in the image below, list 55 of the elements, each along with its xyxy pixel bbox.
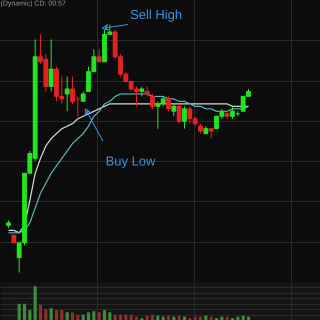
bar (108, 312, 112, 320)
bar (22, 304, 26, 320)
bar (98, 312, 101, 320)
bar (18, 304, 21, 320)
bar (76, 314, 80, 320)
bar (172, 316, 176, 320)
bar (162, 316, 165, 320)
bar (118, 314, 122, 320)
candlestick (144, 86, 150, 97)
bar (86, 312, 90, 320)
bar (198, 316, 202, 320)
bar (156, 316, 160, 320)
bar (220, 316, 224, 320)
bar (82, 314, 85, 320)
bar (226, 316, 229, 320)
bar (204, 316, 208, 320)
bar (54, 310, 58, 320)
candlestick (171, 103, 176, 117)
bar (34, 286, 37, 320)
candlestick (80, 90, 86, 102)
bar (130, 314, 133, 320)
bar (178, 316, 181, 320)
bar (44, 309, 48, 320)
bar (194, 316, 197, 320)
bar (242, 316, 245, 320)
bar (124, 314, 128, 320)
bar (210, 316, 213, 320)
candlestick (150, 93, 155, 110)
candlestick (182, 106, 187, 130)
bar (114, 314, 117, 320)
bar (66, 312, 69, 320)
candlestick (176, 103, 182, 124)
bar (150, 314, 154, 320)
bar (102, 310, 106, 320)
candlestick (198, 123, 203, 134)
bar (146, 316, 149, 320)
candlestick (166, 96, 171, 112)
bar (166, 316, 170, 320)
bar (182, 316, 186, 320)
bar (38, 304, 42, 320)
bar (60, 310, 64, 320)
text: Sell High (130, 7, 182, 22)
candlestick (64, 76, 70, 112)
bar (134, 316, 138, 320)
candlestick (48, 38, 54, 92)
candlestick (96, 48, 102, 62)
candlestick (139, 86, 144, 97)
bar (28, 310, 32, 320)
bar (70, 312, 74, 320)
bar (236, 316, 240, 320)
bar (92, 311, 96, 320)
bar (246, 316, 250, 320)
bar (50, 308, 53, 320)
candlestick (208, 128, 214, 140)
annotation: Buy Low (106, 153, 156, 168)
